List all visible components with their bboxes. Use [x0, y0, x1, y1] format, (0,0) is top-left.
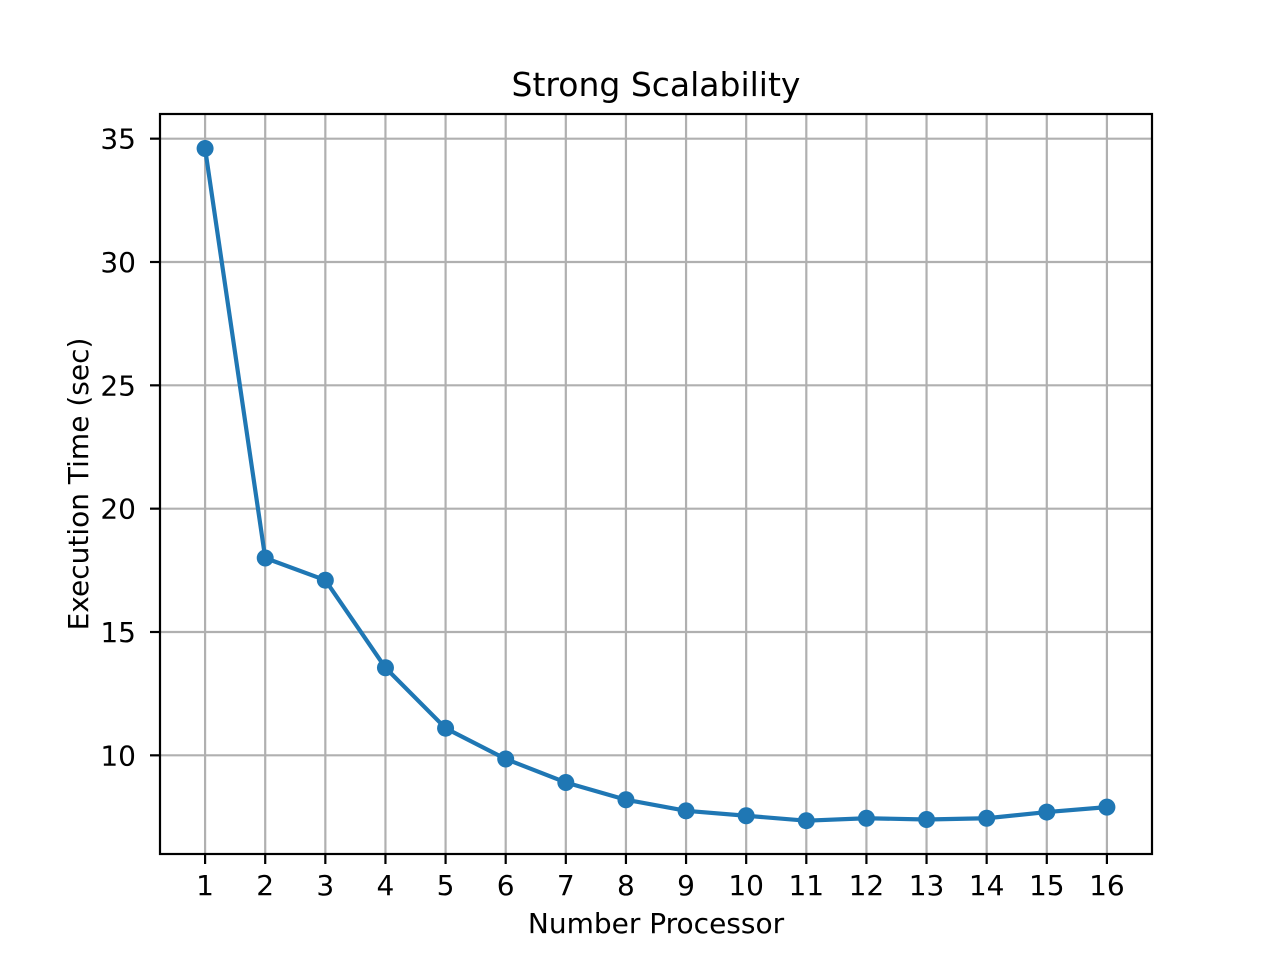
x-tick-label: 15 [1029, 869, 1065, 902]
data-point [978, 809, 996, 827]
x-tick-label: 14 [969, 869, 1005, 902]
data-point [1098, 798, 1116, 816]
x-tick-label: 1 [196, 869, 214, 902]
x-axis-label: Number Processor [528, 907, 785, 940]
data-point [617, 791, 635, 809]
x-tick-label: 6 [497, 869, 515, 902]
x-tick-label: 2 [256, 869, 274, 902]
data-point [557, 773, 575, 791]
x-tick-label: 5 [437, 869, 455, 902]
y-axis-label: Execution Time (sec) [62, 338, 95, 631]
x-tick-label: 13 [909, 869, 945, 902]
data-point [677, 802, 695, 820]
x-tick-label: 8 [617, 869, 635, 902]
data-point [1038, 803, 1056, 821]
data-line [203, 148, 1108, 823]
plot-border [158, 112, 1154, 856]
y-tick-label: 25 [100, 369, 136, 402]
data-point [797, 812, 815, 830]
x-tick-label: 12 [849, 869, 885, 902]
data-point [196, 140, 214, 158]
y-tick-label: 30 [100, 246, 136, 279]
data-point [918, 810, 936, 828]
x-tick-label: 16 [1089, 869, 1125, 902]
x-tick-label: 9 [677, 869, 695, 902]
data-series [196, 140, 1116, 830]
data-point [497, 750, 515, 768]
x-tick-label: 11 [788, 869, 824, 902]
data-point [857, 809, 875, 827]
x-tick-label: 10 [728, 869, 764, 902]
data-point [256, 549, 274, 567]
data-point [316, 571, 334, 589]
x-tick-label: 4 [377, 869, 395, 902]
chart-title: Strong Scalability [512, 65, 801, 104]
x-tick-label: 3 [316, 869, 334, 902]
x-tick-label: 7 [557, 869, 575, 902]
data-point [737, 807, 755, 825]
gridlines [160, 114, 1152, 854]
y-tick-label: 10 [100, 739, 136, 772]
data-point [437, 719, 455, 737]
y-tick-label: 35 [100, 123, 136, 156]
data-point [376, 659, 394, 677]
y-tick-label: 15 [100, 616, 136, 649]
y-tick-label: 20 [100, 493, 136, 526]
